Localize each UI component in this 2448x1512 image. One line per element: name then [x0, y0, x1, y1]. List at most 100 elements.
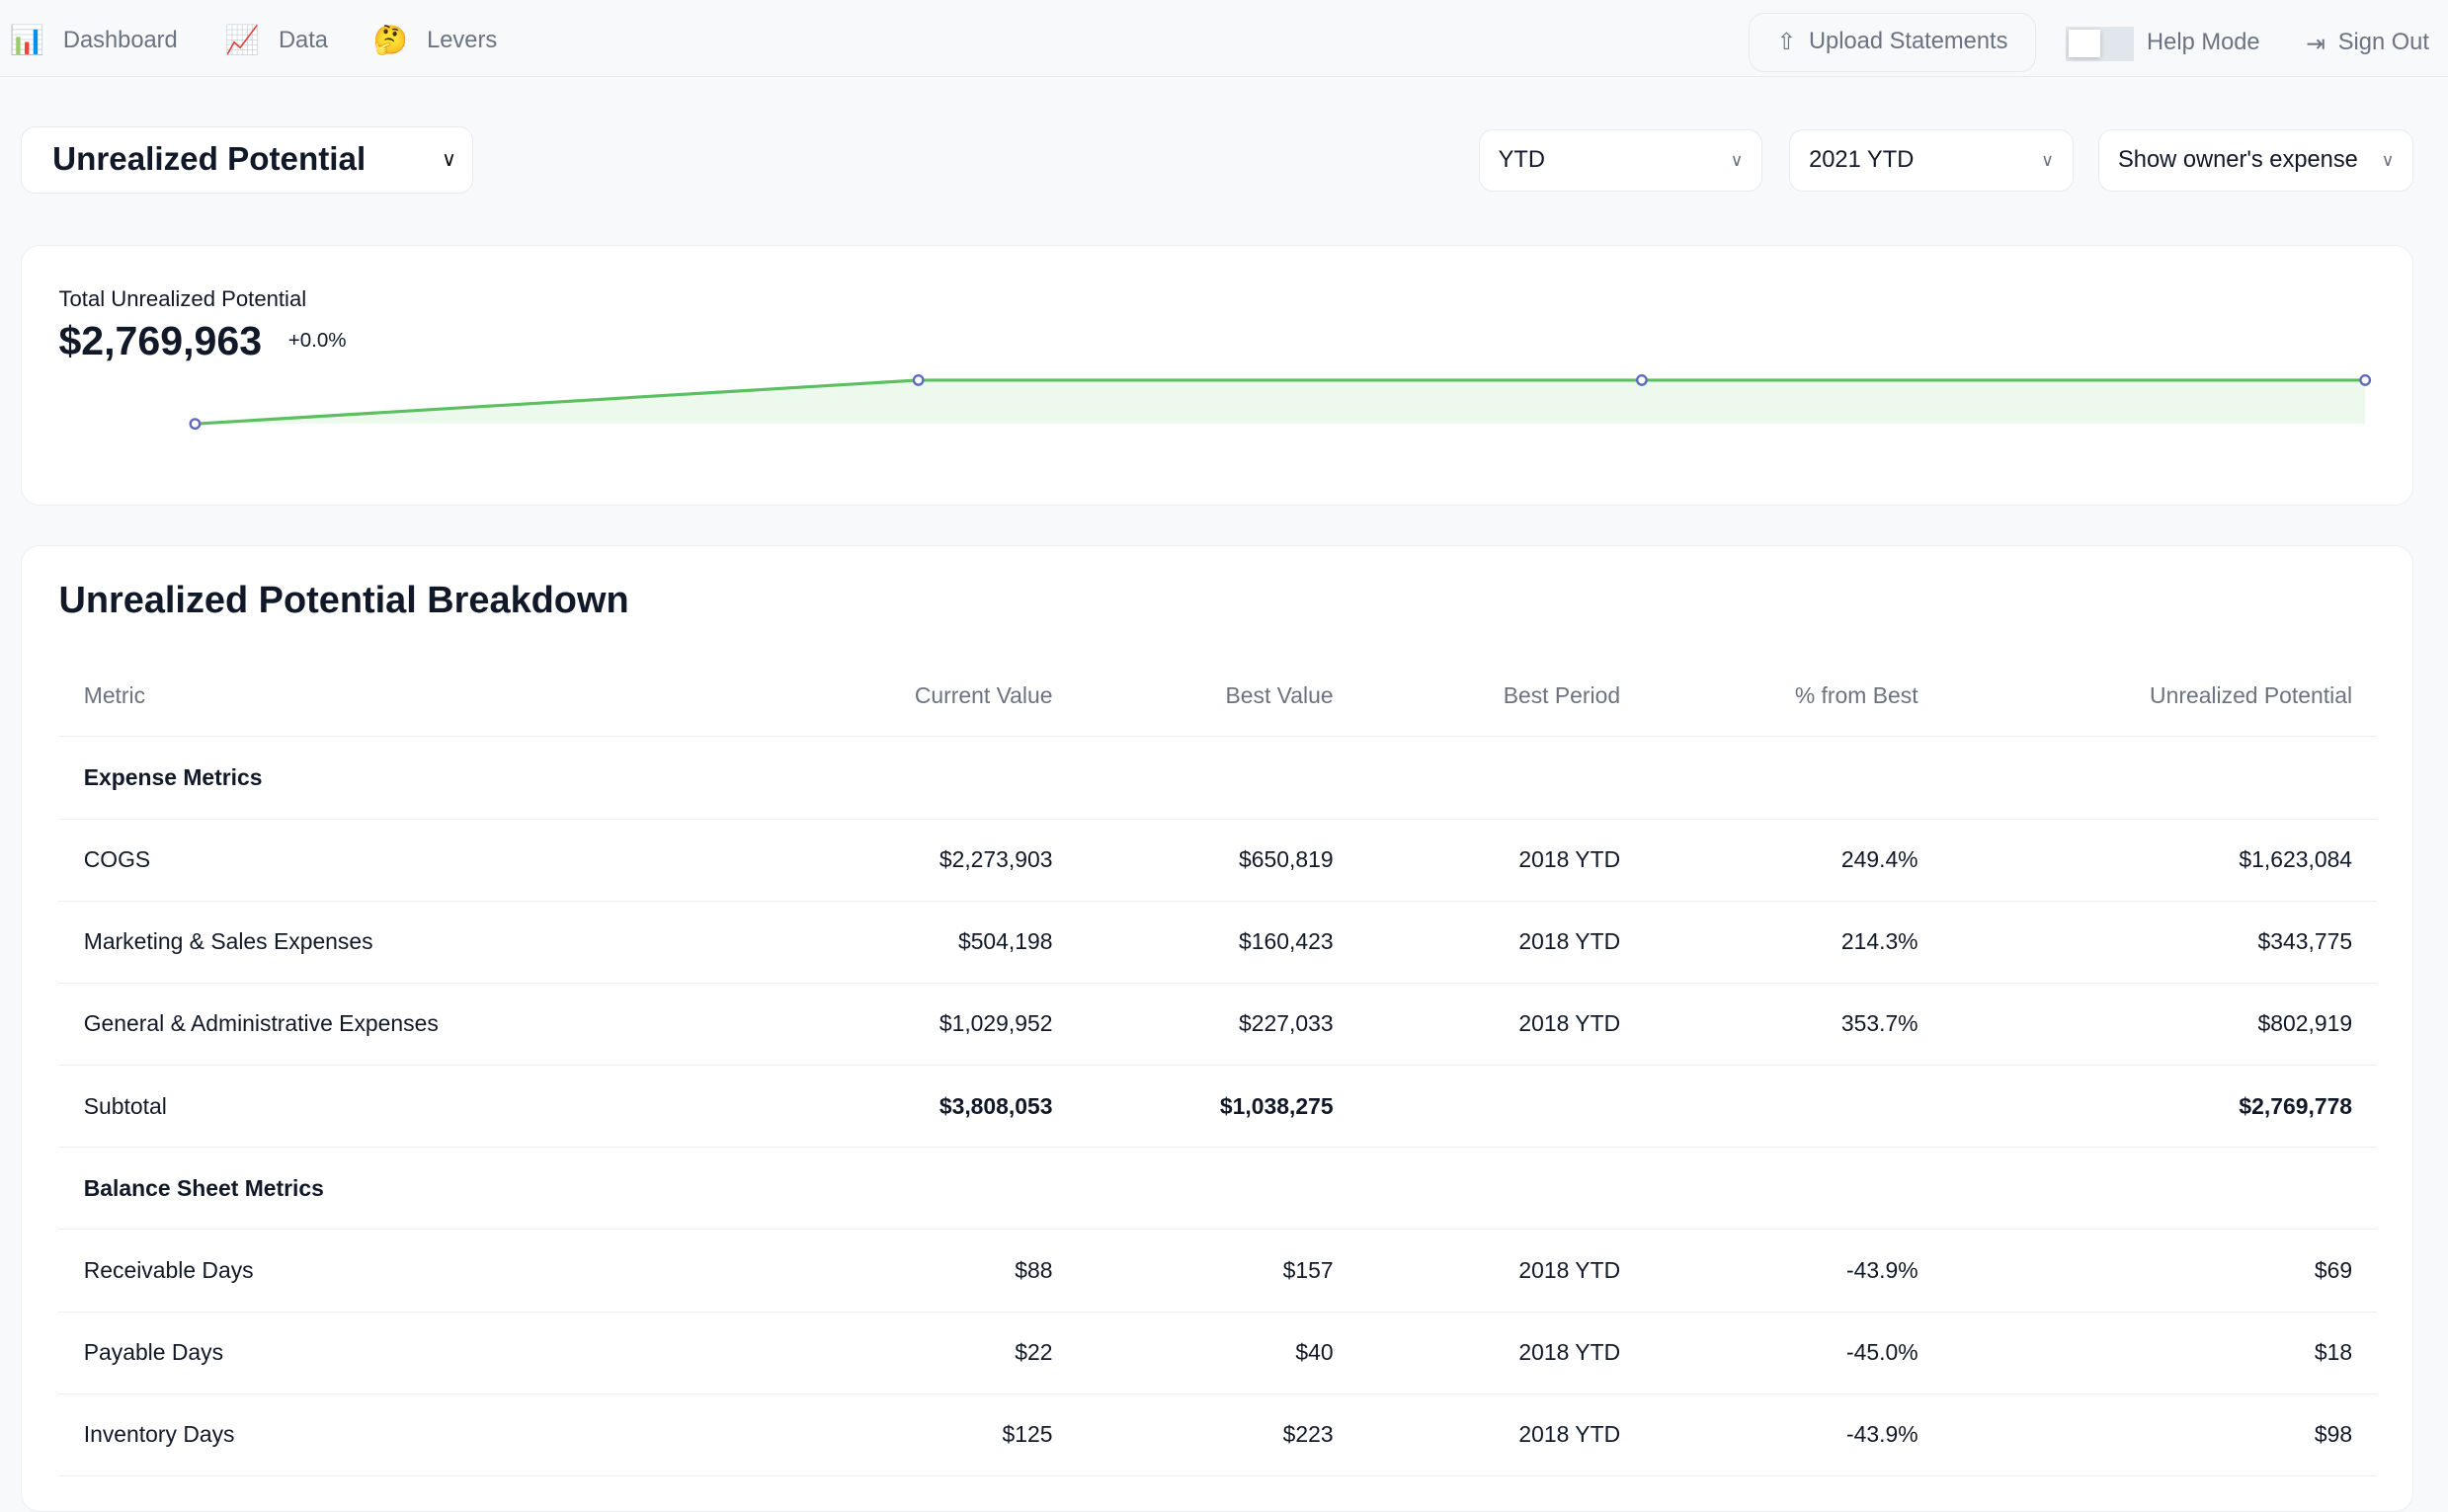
column-header[interactable]: Best Value [1077, 655, 1358, 738]
bar-chart-icon: 📊 [9, 24, 44, 56]
table-header: Metric Current Value Best Value Best Period… [58, 655, 2378, 738]
table-cell: Inventory Days [58, 1393, 755, 1476]
owner-expense-value: Show owner's expense [2118, 147, 2358, 174]
nav-dashboard[interactable]: 📊 Dashboard [9, 27, 177, 54]
table-cell [1645, 1065, 1943, 1149]
sparkline-point[interactable] [189, 418, 201, 431]
help-mode-label: Help Mode [2147, 30, 2260, 56]
table-cell: $88 [754, 1229, 1078, 1313]
table-cell: 2018 YTD [1357, 1312, 1646, 1394]
sparkline-area [194, 380, 2365, 425]
help-mode-toggle[interactable] [2065, 26, 2135, 61]
metric-select-value: Unrealized Potential [52, 140, 367, 178]
upload-icon: ⇧ [1776, 30, 1797, 56]
subtotal-row: Subtotal $3,808,053 $1,038,275 $2,769,778 [58, 1065, 2378, 1149]
table-row: COGS $2,273,903 $650,819 2018 YTD 249.4% $1,6… [58, 819, 2378, 902]
summary-change: +0.0% [287, 328, 347, 352]
table-row: General & Administrative Expenses $1,029,… [58, 983, 2378, 1067]
thinking-face-icon: 🤔 [372, 24, 409, 56]
column-header[interactable]: % from Best [1645, 655, 1943, 738]
table-cell: $69 [1942, 1229, 2378, 1313]
table-cell: $1,038,275 [1077, 1065, 1358, 1149]
column-header[interactable]: Metric [58, 655, 755, 738]
owner-expense-select[interactable]: Show owner's expense ∨ [2098, 129, 2414, 193]
table-row: Inventory Days $125 $223 2018 YTD -43.9% $98 [58, 1393, 2378, 1476]
upload-label: Upload Statements [1808, 29, 2008, 55]
table-cell [1357, 1065, 1646, 1149]
table-cell: $504,198 [754, 901, 1078, 984]
table-cell [1077, 1147, 1358, 1231]
column-header[interactable]: Best Period [1357, 655, 1646, 738]
chevron-down-icon: ∨ [2381, 150, 2395, 171]
table-cell: $18 [1942, 1312, 2378, 1394]
chart-increasing-icon: 📈 [224, 24, 260, 56]
table-cell [1942, 1147, 2378, 1231]
chevron-down-icon: ∨ [442, 148, 457, 172]
sparkline-chart [189, 374, 2371, 431]
table-cell: 2018 YTD [1357, 1229, 1646, 1313]
table-cell: $343,775 [1942, 901, 2378, 984]
table-cell: 353.7% [1645, 983, 1943, 1067]
table-cell: $650,819 [1077, 819, 1358, 902]
table-cell: $802,919 [1942, 983, 2378, 1067]
breakdown-title: Unrealized Potential Breakdown [58, 580, 629, 622]
table-cell: $157 [1077, 1229, 1358, 1313]
year-value: 2021 YTD [1809, 147, 1915, 174]
summary-value: $2,769,963 [58, 317, 263, 363]
table-cell: General & Administrative Expenses [58, 983, 755, 1067]
table-cell: 2018 YTD [1357, 819, 1646, 902]
table-cell: -43.9% [1645, 1229, 1943, 1313]
table-cell: Marketing & Sales Expenses [58, 901, 755, 984]
table-cell: Payable Days [58, 1312, 755, 1394]
year-select[interactable]: 2021 YTD ∨ [1789, 129, 2074, 193]
toggle-knob [2069, 30, 2100, 58]
chevron-down-icon: ∨ [2041, 150, 2054, 171]
period-select[interactable]: YTD ∨ [1478, 129, 1763, 193]
table-row: Payable Days $22 $40 2018 YTD -45.0% $18 [58, 1312, 2378, 1394]
table-cell: $1,623,084 [1942, 819, 2378, 902]
summary-card: Total Unrealized Potential $2,769,963 +0… [20, 245, 2414, 507]
table-cell: Subtotal [58, 1065, 755, 1149]
table-cell: Expense Metrics [58, 736, 755, 820]
table-cell [1942, 736, 2378, 820]
table-cell: -45.0% [1645, 1312, 1943, 1394]
table-cell [1077, 736, 1358, 820]
table-cell: $40 [1077, 1312, 1358, 1394]
metric-select[interactable]: Unrealized Potential ∨ [20, 126, 473, 194]
table-cell: 2018 YTD [1357, 1393, 1646, 1476]
table-cell [1645, 1147, 1943, 1231]
sparkline-point[interactable] [2358, 374, 2371, 386]
table-cell: $125 [754, 1393, 1078, 1476]
table-cell: Receivable Days [58, 1229, 755, 1313]
nav-data-label: Data [278, 27, 328, 53]
table-cell: $98 [1942, 1393, 2378, 1476]
table-cell [1357, 736, 1646, 820]
nav-data[interactable]: 📈 Data [225, 27, 328, 54]
section-row: Expense Metrics [58, 736, 2378, 820]
sign-out-button[interactable]: ⇥ Sign Out [2306, 30, 2429, 58]
table-cell: $3,808,053 [754, 1065, 1078, 1149]
sign-out-icon: ⇥ [2306, 32, 2326, 58]
table-row: Marketing & Sales Expenses $504,198 $160,4… [58, 901, 2378, 984]
summary-label: Total Unrealized Potential [58, 286, 307, 312]
table-cell [1645, 736, 1943, 820]
column-header[interactable]: Current Value [754, 655, 1078, 738]
column-header[interactable]: Unrealized Potential [1942, 655, 2378, 738]
sparkline-point[interactable] [1635, 374, 1648, 386]
table-cell: 214.3% [1645, 901, 1943, 984]
breakdown-card: Unrealized Potential Breakdown Metric Cur… [20, 544, 2414, 1512]
table-cell: 2018 YTD [1357, 901, 1646, 984]
table-row: Receivable Days $88 $157 2018 YTD -43.9% $69 [58, 1229, 2378, 1313]
table-cell: $2,769,778 [1942, 1065, 2378, 1149]
table-cell: -43.9% [1645, 1393, 1943, 1476]
section-row: Balance Sheet Metrics [58, 1147, 2378, 1231]
nav-levers-label: Levers [427, 27, 498, 53]
nav-levers[interactable]: 🤔 Levers [373, 27, 497, 54]
sign-out-label: Sign Out [2337, 30, 2429, 56]
sparkline-point[interactable] [912, 374, 925, 386]
upload-statements-button[interactable]: ⇧ Upload Statements [1749, 12, 2036, 72]
table-cell: $1,029,952 [754, 983, 1078, 1067]
table-cell: $227,033 [1077, 983, 1358, 1067]
table-cell [754, 736, 1078, 820]
table-cell [1357, 1147, 1646, 1231]
